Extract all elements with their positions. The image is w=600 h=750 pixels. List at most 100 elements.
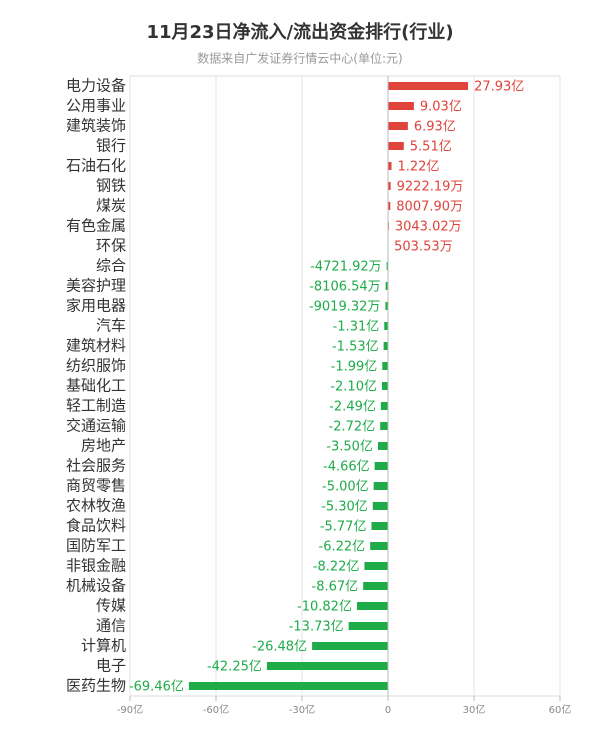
bar (388, 142, 404, 150)
y-tick-label: 环保 (96, 237, 126, 255)
y-tick-label: 公用事业 (66, 97, 126, 115)
y-tick-label: 钢铁 (96, 177, 126, 195)
value-label: -1.31亿 (333, 320, 380, 335)
value-label: -69.46亿 (129, 680, 184, 695)
value-label: -2.49亿 (329, 400, 376, 415)
bar (371, 522, 388, 530)
value-label: 503.53万 (394, 240, 453, 255)
y-tick-label: 石油石化 (66, 157, 126, 175)
bar (381, 382, 388, 390)
value-label: -2.10亿 (330, 380, 377, 395)
value-label: -42.25亿 (207, 660, 262, 675)
value-label: -5.00亿 (322, 480, 369, 495)
chart-title: 11月23日净流入/流出资金排行(行业) (146, 21, 453, 43)
value-label: -9019.32万 (309, 300, 380, 315)
bar (312, 642, 388, 650)
y-tick-label: 机械设备 (66, 577, 126, 595)
value-label: 8007.90万 (396, 200, 463, 215)
bar (388, 102, 414, 110)
bar (348, 622, 388, 630)
y-tick-label: 电子 (96, 657, 126, 675)
value-label: -5.30亿 (321, 500, 368, 515)
bar (383, 342, 388, 350)
x-tick-label: -90亿 (117, 703, 143, 716)
value-label: -10.82亿 (297, 600, 352, 615)
x-tick-label: -60亿 (203, 703, 229, 716)
y-tick-label: 传媒 (96, 597, 126, 615)
value-label: -8106.54万 (309, 280, 380, 295)
y-tick-label: 农林牧渔 (66, 497, 126, 515)
y-tick-label: 食品饮料 (66, 517, 126, 535)
x-tick-label: 60亿 (549, 703, 572, 716)
value-label: 6.93亿 (414, 120, 456, 135)
value-label: 3043.02万 (395, 220, 462, 235)
y-tick-label: 非银金融 (66, 557, 126, 575)
y-tick-label: 社会服务 (66, 457, 126, 475)
value-label: -2.72亿 (329, 420, 376, 435)
bar (385, 302, 388, 310)
y-tick-label: 国防军工 (66, 537, 126, 555)
y-tick-label: 计算机 (81, 637, 126, 655)
y-tick-label: 轻工制造 (66, 397, 126, 415)
y-tick-label: 纺织服饰 (66, 357, 126, 375)
value-label: 9.03亿 (420, 100, 462, 115)
bar (363, 582, 388, 590)
chart-subtitle: 数据来自广发证券行情云中心(单位:元) (197, 51, 402, 66)
bar (388, 122, 408, 130)
bar (373, 482, 388, 490)
value-label: 1.22亿 (397, 160, 439, 175)
y-tick-label: 房地产 (81, 437, 126, 455)
bar (380, 402, 388, 410)
value-label: -3.50亿 (326, 440, 373, 455)
y-tick-label: 通信 (96, 617, 126, 635)
bar (188, 682, 388, 690)
value-label: -26.48亿 (252, 640, 307, 655)
bar (388, 202, 391, 210)
y-tick-label: 汽车 (96, 317, 126, 335)
y-tick-label: 交通运输 (66, 417, 126, 435)
value-label: -8.67亿 (312, 580, 359, 595)
value-label: -4.66亿 (323, 460, 370, 475)
x-tick-label: 0 (385, 705, 391, 716)
y-tick-label: 医药生物 (66, 677, 126, 695)
y-tick-label: 商贸零售 (66, 477, 126, 495)
bar (377, 442, 388, 450)
bar (370, 542, 388, 550)
y-tick-label: 美容护理 (66, 277, 126, 295)
bar (374, 462, 388, 470)
value-label: -13.73亿 (289, 620, 344, 635)
bar (385, 282, 388, 290)
value-label: -6.22亿 (319, 540, 366, 555)
bar (388, 182, 391, 190)
y-tick-label: 煤炭 (96, 197, 126, 215)
value-label: 9222.19万 (397, 180, 464, 195)
value-label: 5.51亿 (410, 140, 452, 155)
value-label: -4721.92万 (310, 260, 381, 275)
y-tick-label: 银行 (96, 137, 126, 155)
bar (388, 82, 469, 90)
value-label: -1.53亿 (332, 340, 379, 355)
x-tick-label: -30亿 (289, 703, 315, 716)
bar (364, 562, 388, 570)
value-label: 27.93亿 (474, 80, 524, 95)
y-tick-label: 综合 (96, 257, 126, 275)
x-tick-label: 30亿 (463, 703, 486, 716)
value-label: -8.22亿 (313, 560, 360, 575)
y-tick-label: 建筑装饰 (66, 117, 126, 135)
bar (266, 662, 388, 670)
bar (372, 502, 388, 510)
bar (380, 422, 388, 430)
bar (382, 362, 388, 370)
bar (356, 602, 388, 610)
value-label: -5.77亿 (320, 520, 367, 535)
y-tick-label: 电力设备 (66, 77, 126, 95)
value-label: -1.99亿 (331, 360, 378, 375)
y-tick-label: 基础化工 (66, 377, 126, 395)
y-tick-label: 建筑材料 (66, 337, 126, 355)
y-tick-label: 有色金属 (66, 217, 126, 235)
bar (384, 322, 388, 330)
y-tick-label: 家用电器 (66, 297, 126, 315)
bar (388, 162, 392, 170)
bar (386, 262, 388, 270)
